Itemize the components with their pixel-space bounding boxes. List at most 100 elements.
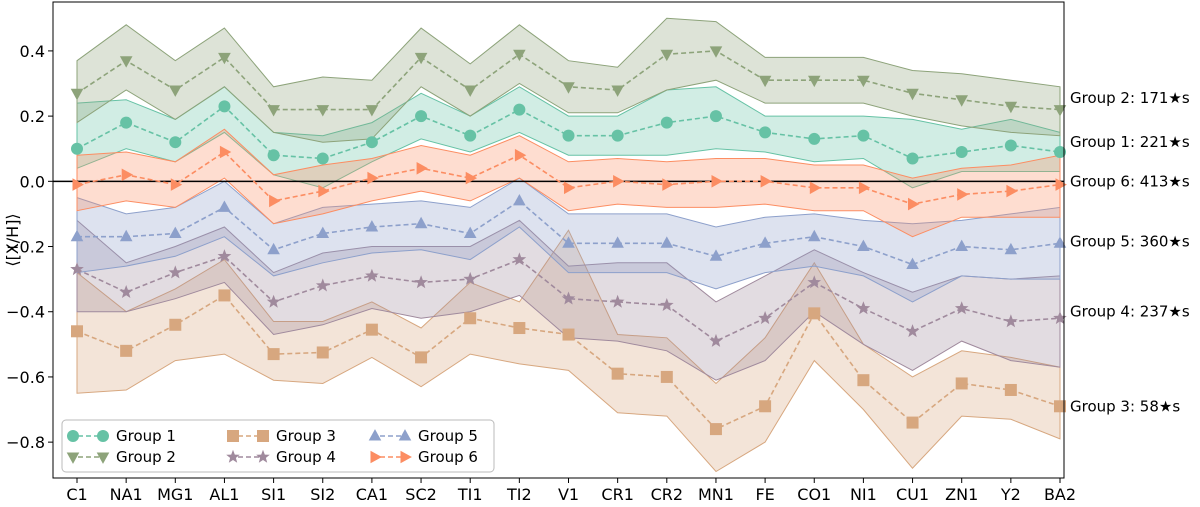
group-6-point [957, 188, 969, 201]
group-4-point [512, 252, 527, 266]
group-5-point [857, 239, 870, 251]
group-4-point [807, 275, 822, 289]
group-2-legend-marker [96, 452, 110, 464]
group-1-point [709, 110, 722, 123]
group-6-point [711, 175, 723, 188]
group-1-point [1004, 139, 1017, 152]
plot-frame [52, 1, 1065, 479]
group-6-point [908, 197, 920, 211]
group-1-point [464, 129, 477, 142]
group-3-legend-marker [227, 430, 239, 442]
y-tick-label: 0.2 [20, 107, 45, 126]
x-tick-label: Y2 [1000, 485, 1021, 504]
group-1-point [365, 136, 378, 149]
group-2-point [70, 88, 84, 101]
group-6-point [1006, 184, 1018, 198]
group-5-point [365, 220, 379, 232]
group-4-point [414, 275, 428, 289]
group-2-point [955, 95, 968, 107]
x-tick-label: CU1 [896, 485, 929, 504]
group-5-legend-marker [398, 429, 412, 441]
group-2-point [758, 75, 772, 88]
group-5-point [808, 229, 821, 242]
legend: Group 1 Group 2 Group 3 Group 4 Group 5 Group… [61, 419, 495, 473]
group-2-point [119, 56, 133, 68]
group-4-point [217, 249, 232, 263]
group-6-point [564, 181, 576, 195]
group-4-count-label: Group 4: 237★s [1070, 303, 1190, 321]
x-tick-label: CA1 [356, 485, 388, 504]
group-6-point [514, 148, 527, 162]
x-tick-label: BA2 [1044, 485, 1076, 504]
group-4-point [1053, 311, 1067, 325]
group-1-point [906, 152, 919, 165]
group-labels: Group 1: 221★s Group 2: 171★s Group 3: 58★… [1070, 89, 1190, 415]
group-6-point [760, 175, 772, 188]
group-5-point [463, 226, 477, 238]
y-axis: −0.8 −0.6 −0.4 −0.2 0.0 0.2 0.4 [6, 42, 53, 452]
group-6-point [318, 184, 330, 198]
x-tick-label: ZN1 [945, 485, 978, 504]
group-1-legend-label: Group 1 [116, 427, 176, 445]
group-3-legend-marker [257, 430, 269, 442]
group-3-point [955, 377, 968, 390]
group-6-band [76, 128, 1061, 238]
y-tick-label: 0.0 [20, 172, 45, 191]
x-tick-label: TI1 [457, 485, 483, 504]
group-3-legend-label: Group 3 [276, 427, 336, 445]
group-5-count-label: Group 5: 360★s [1070, 233, 1190, 251]
x-tick-label: CR2 [651, 485, 683, 504]
group-3-point [415, 351, 428, 364]
group-6-count-label: Group 6: 413★s [1070, 172, 1190, 190]
group-5-point [562, 236, 575, 248]
group-6-point [809, 181, 822, 195]
group-6-point [858, 181, 871, 195]
group-3-band [76, 229, 1061, 473]
group-5-legend-label: Group 5 [418, 427, 478, 445]
x-tick-label: NI1 [850, 485, 877, 504]
group-6-point [121, 168, 134, 182]
group-5-point [955, 239, 968, 251]
x-tick-label: SI1 [261, 485, 286, 504]
group-2-point [169, 85, 182, 97]
group-2-point [562, 82, 575, 94]
group-3-point [562, 328, 575, 341]
y-axis-label: ⟨[X/H]⟩ [3, 213, 22, 266]
group-4-point [119, 285, 133, 298]
group-3-point [316, 346, 329, 359]
group-5-point [70, 229, 84, 242]
series-markers [70, 46, 1067, 436]
group-3-point [1004, 383, 1017, 396]
group-5-point [1053, 236, 1067, 248]
group-2-point [611, 85, 624, 97]
group-1-point [955, 145, 968, 158]
group-1-count-label: Group 1: 221★s [1070, 133, 1190, 151]
group-3-point [365, 323, 378, 336]
group-2-point [1053, 105, 1067, 117]
group-6-point [1055, 178, 1067, 191]
group-4-point [610, 294, 625, 308]
group-1-point [316, 152, 329, 165]
group-2-count-label: Group 2: 171★s [1070, 89, 1190, 107]
x-tick-label: TI2 [506, 485, 532, 504]
group-3-point [169, 318, 182, 331]
group-4-line [76, 255, 1061, 343]
group-1-line [76, 105, 1061, 160]
group-6-point [613, 175, 625, 188]
group-5-point [611, 236, 624, 248]
group-4-legend-label: Group 4 [276, 448, 336, 466]
group-4-point [315, 278, 330, 292]
group-2-point [1004, 101, 1018, 114]
group-6-legend-label: Group 6 [418, 448, 478, 466]
group-3-point [120, 344, 133, 357]
group-3-point [71, 325, 83, 338]
group-5-point [906, 257, 919, 269]
x-tick-label: CO1 [797, 485, 831, 504]
group-2-point [463, 85, 477, 97]
group-1-point [267, 149, 280, 162]
group-3-point [906, 416, 919, 429]
group-4-point [905, 324, 920, 338]
group-3-count-label: Group 3: 58★s [1070, 397, 1180, 415]
group-1-point [218, 100, 231, 113]
